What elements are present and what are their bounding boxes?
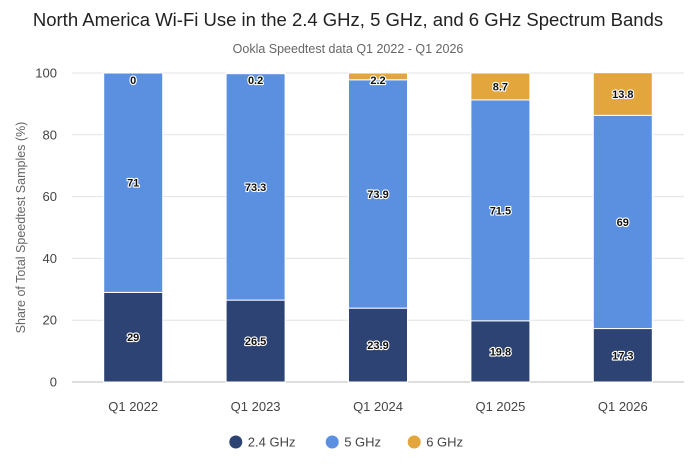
x-tick-label: Q1 2022 (108, 399, 158, 414)
chart-title: North America Wi-Fi Use in the 2.4 GHz, … (32, 9, 664, 30)
data-label: 29 (127, 332, 139, 344)
data-label: 26.5 (245, 336, 266, 348)
legend-label: 6 GHz (426, 435, 463, 450)
legend-label: 5 GHz (344, 435, 381, 450)
bar-segment (225, 72, 286, 75)
x-tick-label: Q1 2026 (598, 399, 648, 414)
data-label: 0 (130, 75, 136, 87)
data-label: 71.5 (490, 205, 511, 217)
y-tick-label: 40 (43, 251, 57, 266)
x-tick-label: Q1 2025 (475, 399, 525, 414)
data-label: 17.3 (612, 350, 633, 362)
data-label: 69 (617, 217, 629, 229)
y-axis-label: Share of Total Speedtest Samples (%) (14, 122, 28, 334)
data-label: 8.7 (493, 81, 508, 93)
bar-segment (592, 114, 653, 330)
bar-segment (103, 291, 164, 383)
data-label: 13.8 (612, 89, 633, 101)
bar-segment (470, 99, 531, 322)
data-label: 0.2 (248, 75, 263, 87)
x-tick-label: Q1 2023 (231, 399, 281, 414)
data-label: 73.3 (245, 182, 266, 194)
data-label: 71 (127, 178, 139, 190)
y-tick-label: 100 (35, 66, 57, 81)
bar-segment (103, 72, 164, 293)
legend-label: 2.4 GHz (248, 435, 296, 450)
legend-swatch (229, 435, 243, 449)
y-tick-label: 0 (50, 375, 57, 390)
chart-subtitle: Ookla Speedtest data Q1 2022 - Q1 2026 (232, 42, 464, 56)
legend-swatch (407, 435, 421, 449)
data-label: 23.9 (367, 340, 388, 352)
y-tick-label: 20 (43, 313, 57, 328)
y-tick-label: 60 (43, 189, 57, 204)
legend-swatch (325, 435, 339, 449)
data-label: 2.2 (370, 75, 385, 87)
bar-segment (470, 72, 531, 101)
x-tick-label: Q1 2024 (353, 399, 403, 414)
y-tick-label: 80 (43, 127, 57, 142)
bar-segment (592, 328, 653, 383)
bar-segment (592, 72, 653, 116)
data-label: 19.8 (490, 346, 511, 358)
bar-segment (348, 72, 408, 81)
bar-segment (348, 79, 408, 309)
data-label: 73.9 (367, 189, 388, 201)
